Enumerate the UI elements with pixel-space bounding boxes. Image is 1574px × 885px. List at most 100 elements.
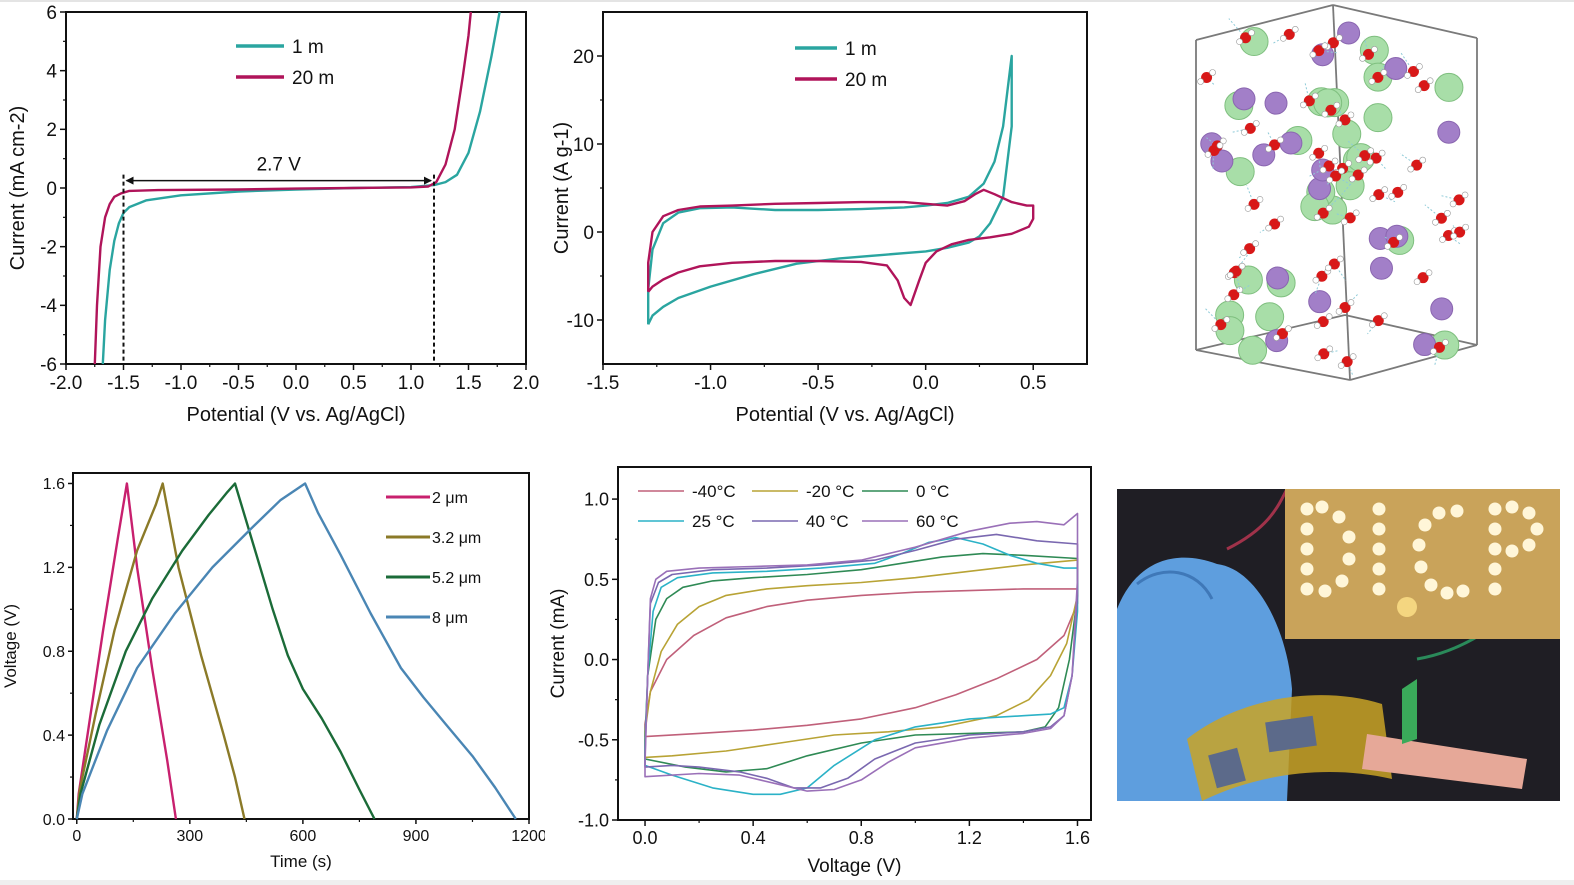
chart-gcd: 0 300 600 900 1200 0.0 0.4 0.8 1.2 1.6 Time (s) Vol… xyxy=(1,472,545,871)
series-line-2 xyxy=(644,552,1079,773)
led-dot xyxy=(1505,500,1519,514)
series-line-0 xyxy=(644,588,1079,738)
purple-atom xyxy=(1308,290,1332,314)
led-dot xyxy=(1488,562,1502,576)
hydrogen-atom xyxy=(1444,209,1451,217)
led-dot xyxy=(1315,500,1329,514)
hydrogen-atom xyxy=(1312,276,1320,284)
legend-label: 3.2 μm xyxy=(432,530,481,547)
hydrogen-atom xyxy=(1321,42,1329,49)
oxygen-atom xyxy=(1215,319,1227,331)
plot-frame xyxy=(602,11,1088,365)
x-tick-label: 0.8 xyxy=(849,828,874,848)
led-dot xyxy=(1418,518,1432,532)
purple-atom xyxy=(1210,149,1234,173)
hydrogen-atom xyxy=(1335,120,1343,128)
oxygen-atom xyxy=(1411,159,1423,171)
bottom-border xyxy=(0,880,1574,885)
hydrogen-atom xyxy=(1384,243,1391,250)
x-tick-label: 2.0 xyxy=(513,373,539,394)
led-dot xyxy=(1488,502,1502,516)
oxygen-atom xyxy=(1208,144,1220,156)
hydrogen-atom xyxy=(1326,176,1333,184)
x-tick-label: 600 xyxy=(290,828,317,845)
series-line-0 xyxy=(101,11,501,365)
oxygen-atom xyxy=(1433,341,1445,353)
hydrogen-atom xyxy=(1325,204,1333,212)
purple-atom xyxy=(1264,91,1288,115)
x-tick-label: -1.0 xyxy=(165,373,198,394)
x-tick-label: 0.5 xyxy=(340,373,366,394)
led-dot xyxy=(1300,542,1314,556)
md-snapshot xyxy=(1195,4,1478,381)
oxygen-atom xyxy=(1327,37,1339,49)
hydrogen-atom xyxy=(1256,196,1264,203)
hydrogen-bond xyxy=(1399,153,1417,166)
hydrogen-atom xyxy=(1366,158,1374,166)
oxygen-atom xyxy=(1454,226,1466,238)
hydrogen-atom xyxy=(1388,193,1396,200)
hydrogen-atom xyxy=(1226,271,1234,279)
legend-label: -20 °C xyxy=(806,482,854,501)
purple-atom xyxy=(1369,256,1393,280)
hydrogen-atom xyxy=(1321,110,1329,118)
hydrogen-atom xyxy=(1425,269,1433,276)
hydrogen-atom xyxy=(1450,232,1457,240)
led-dot xyxy=(1300,522,1314,536)
led-dot xyxy=(1432,506,1446,520)
hydrogen-atom xyxy=(1238,262,1246,270)
hydrogen-atom xyxy=(1352,209,1360,217)
x-tick-label: 1.5 xyxy=(455,373,481,394)
led-dot xyxy=(1300,582,1314,596)
x-tick-label: -0.5 xyxy=(802,373,835,394)
hydrogen-atom xyxy=(1432,218,1439,226)
purple-atom xyxy=(1430,297,1454,321)
hydrogen-atom xyxy=(1236,286,1244,293)
green-atom xyxy=(1238,335,1268,365)
hydrogen-atom xyxy=(1347,299,1355,306)
hydrogen-atom xyxy=(1265,224,1272,232)
hydrogen-atom xyxy=(1211,325,1219,332)
led-dot xyxy=(1488,582,1502,596)
hydrogen-atom xyxy=(1414,86,1422,93)
y-axis-label: Current (A g-1) xyxy=(551,122,573,254)
hydrogen-bond xyxy=(1424,204,1442,219)
hydrogen-atom xyxy=(1348,175,1356,183)
alligator-clip xyxy=(1402,679,1417,744)
oxygen-atom xyxy=(1373,189,1385,201)
hydrogen-atom xyxy=(1319,166,1327,174)
hydrogen-bond xyxy=(1318,50,1338,54)
legend-label: 20 m xyxy=(845,70,887,91)
y-tick-label: 0.0 xyxy=(43,812,65,829)
hydrogen-bond xyxy=(1375,157,1387,170)
oxygen-atom xyxy=(1453,194,1465,206)
hydrogen-bond xyxy=(1304,82,1310,102)
oxygen-atom xyxy=(1330,170,1342,182)
hydrogen-atom xyxy=(1367,147,1375,154)
x-tick-label: 0.0 xyxy=(283,373,309,394)
hydrogen-bond xyxy=(1440,194,1460,201)
hydrogen-atom xyxy=(1368,78,1376,85)
oxygen-atom xyxy=(1339,301,1351,313)
hydrogen-atom xyxy=(1244,205,1252,212)
series-line-1 xyxy=(93,11,472,365)
hydrogen-atom xyxy=(1309,153,1316,161)
led-dot xyxy=(1414,560,1428,574)
hydrogen-atom xyxy=(1265,145,1272,153)
hydrogen-atom xyxy=(1197,78,1204,85)
purple-atom xyxy=(1384,57,1408,81)
hydrogen-atom xyxy=(1277,215,1284,223)
hydrogen-bond xyxy=(1333,263,1347,281)
led-dot xyxy=(1522,538,1536,552)
oxygen-atom xyxy=(1362,48,1374,60)
x-tick-label: 0.5 xyxy=(1020,373,1046,394)
y-axis-label: Current (mA) xyxy=(548,589,569,699)
hydrogen-bond xyxy=(1314,276,1323,294)
hydrogen-atom xyxy=(1253,120,1260,127)
x-axis-label: Potential (V vs. Ag/AgCl) xyxy=(187,404,406,426)
oxygen-atom xyxy=(1283,28,1295,40)
y-tick-label: 6 xyxy=(46,3,57,24)
y-tick-label: 0 xyxy=(46,179,57,200)
oxygen-atom xyxy=(1339,114,1351,126)
oxygen-atom xyxy=(1341,356,1353,368)
